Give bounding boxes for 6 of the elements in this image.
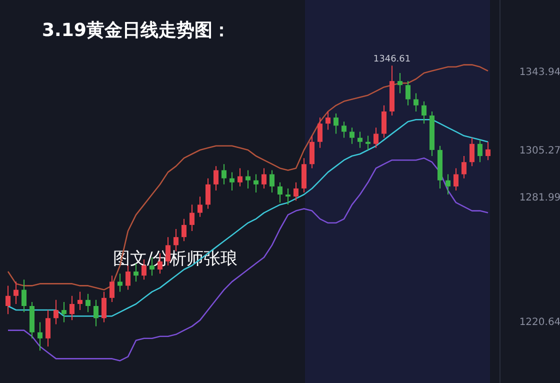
- ytick: 1305.27: [519, 145, 560, 156]
- ytick: 1343.94: [519, 67, 560, 78]
- ytick: 1281.99: [519, 192, 560, 204]
- ytick: 1220.64: [519, 316, 560, 328]
- text: 3.19黄金日线走势图：: [42, 20, 230, 41]
- annotation: 1346.61: [373, 54, 411, 65]
